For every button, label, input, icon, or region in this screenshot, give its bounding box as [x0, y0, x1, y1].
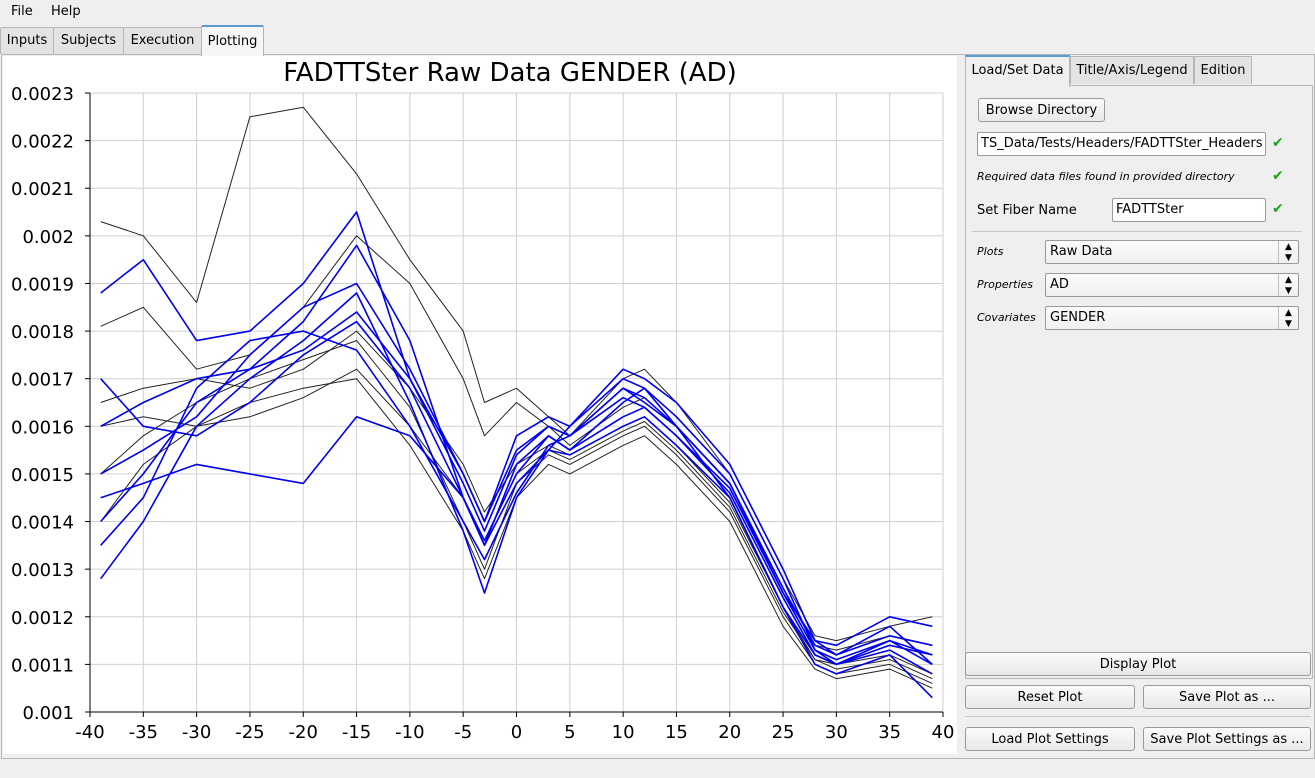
y-tick-label: 0.0015 [11, 465, 74, 486]
x-tick-label: 5 [564, 722, 575, 743]
covariates-select[interactable]: GENDER ▲ ▼ [1045, 306, 1299, 330]
x-tick-label: -20 [289, 722, 318, 743]
x-tick-label: 30 [825, 722, 848, 743]
tab-title-axis-legend[interactable]: Title/Axis/Legend [1070, 56, 1194, 84]
plot-settings-pane: Load/Set Data Title/Axis/Legend Edition … [964, 55, 1313, 756]
files-found-check-icon: ✔ [1272, 168, 1284, 184]
series-line-group-1 [100, 320, 933, 675]
x-tick-label: -25 [235, 722, 264, 743]
y-tick-label: 0.0011 [11, 655, 74, 676]
required-files-found-text: Required data files found in provided di… [977, 170, 1235, 183]
fiber-name-check-icon: ✔ [1272, 201, 1284, 217]
save-plot-settings-as-button[interactable]: Save Plot Settings as ... [1143, 727, 1311, 751]
x-tick-label: 15 [665, 722, 688, 743]
y-tick-label: 0.0012 [11, 608, 74, 629]
x-tick-label: 40 [932, 722, 955, 743]
tab-inputs[interactable]: Inputs [0, 27, 54, 54]
plots-select-value: Raw Data [1050, 244, 1113, 259]
x-tick-label: 35 [878, 722, 901, 743]
series-line-group-1 [100, 330, 933, 656]
y-tick-label: 0.0019 [11, 274, 74, 295]
plots-select[interactable]: Raw Data ▲ ▼ [1045, 240, 1299, 264]
properties-label: Properties [977, 278, 1034, 291]
y-tick-label: 0.0014 [11, 513, 74, 534]
tab-subjects[interactable]: Subjects [53, 27, 124, 54]
y-tick-label: 0.0017 [11, 370, 74, 391]
separator [965, 716, 1311, 717]
y-tick-label: 0.0021 [11, 179, 74, 200]
tab-load-set-data[interactable]: Load/Set Data [965, 55, 1070, 87]
x-tick-label: -30 [182, 722, 211, 743]
y-tick-label: 0.0023 [11, 84, 74, 105]
series-line-group-2 [100, 378, 933, 689]
series-line-group-1 [100, 311, 933, 666]
menu-bar: File Help [0, 0, 1315, 24]
x-tick-label: 20 [718, 722, 741, 743]
chart-title: FADTTSter Raw Data GENDER (AD) [283, 58, 737, 88]
x-tick-label: 25 [772, 722, 795, 743]
x-tick-label: -35 [129, 722, 158, 743]
x-tick-label: 10 [612, 722, 635, 743]
directory-path-field[interactable]: TS_Data/Tests/Headers/FADTTSter_Headers [977, 132, 1266, 156]
x-tick-label: -10 [395, 722, 424, 743]
plot-area[interactable]: FADTTSter Raw Data GENDER (AD) -40 -35 -30… [3, 56, 957, 754]
y-tick-label: 0.0013 [11, 560, 74, 581]
separator [972, 231, 1302, 232]
load-plot-settings-button[interactable]: Load Plot Settings [965, 727, 1135, 751]
status-bar [0, 760, 1315, 778]
load-set-data-panel [965, 85, 1313, 679]
fiber-name-label: Set Fiber Name [977, 203, 1077, 218]
menu-file[interactable]: File [11, 4, 33, 19]
tab-plotting[interactable]: Plotting [201, 25, 264, 56]
series-line-group-2 [100, 340, 933, 684]
covariates-label: Covariates [977, 311, 1036, 324]
covariates-select-value: GENDER [1050, 310, 1106, 325]
y-tick-label: 0.0018 [11, 322, 74, 343]
x-tick-label: 0 [511, 722, 522, 743]
updown-arrow-icon: ▲ ▼ [1278, 307, 1298, 329]
display-plot-button[interactable]: Display Plot [965, 652, 1311, 676]
y-tick-label: 0.0022 [11, 132, 74, 153]
y-tick-label: 0.002 [22, 227, 74, 248]
series-line-group-1 [100, 282, 933, 647]
raw-data-chart: FADTTSter Raw Data GENDER (AD) -40 -35 -30… [11, 58, 955, 743]
tab-edition[interactable]: Edition [1194, 56, 1252, 84]
fiber-name-field[interactable]: FADTTSter [1112, 198, 1266, 222]
updown-arrow-icon: ▲ ▼ [1278, 241, 1298, 263]
menu-help[interactable]: Help [51, 4, 81, 19]
browse-directory-button[interactable]: Browse Directory [978, 98, 1105, 122]
properties-select-value: AD [1050, 277, 1069, 292]
x-tick-label: -5 [454, 722, 472, 743]
updown-arrow-icon: ▲ ▼ [1278, 274, 1298, 296]
y-tick-label: 0.0016 [11, 417, 74, 438]
properties-select[interactable]: AD ▲ ▼ [1045, 273, 1299, 297]
reset-plot-button[interactable]: Reset Plot [965, 685, 1135, 709]
series-line-group-1 [100, 415, 933, 666]
plots-label: Plots [977, 245, 1004, 258]
directory-check-icon: ✔ [1272, 135, 1284, 151]
x-tick-label: -15 [342, 722, 371, 743]
x-tick-label: -40 [75, 722, 104, 743]
tab-execution[interactable]: Execution [123, 27, 202, 54]
save-plot-as-button[interactable]: Save Plot as ... [1143, 685, 1311, 709]
y-tick-label: 0.001 [22, 703, 74, 724]
